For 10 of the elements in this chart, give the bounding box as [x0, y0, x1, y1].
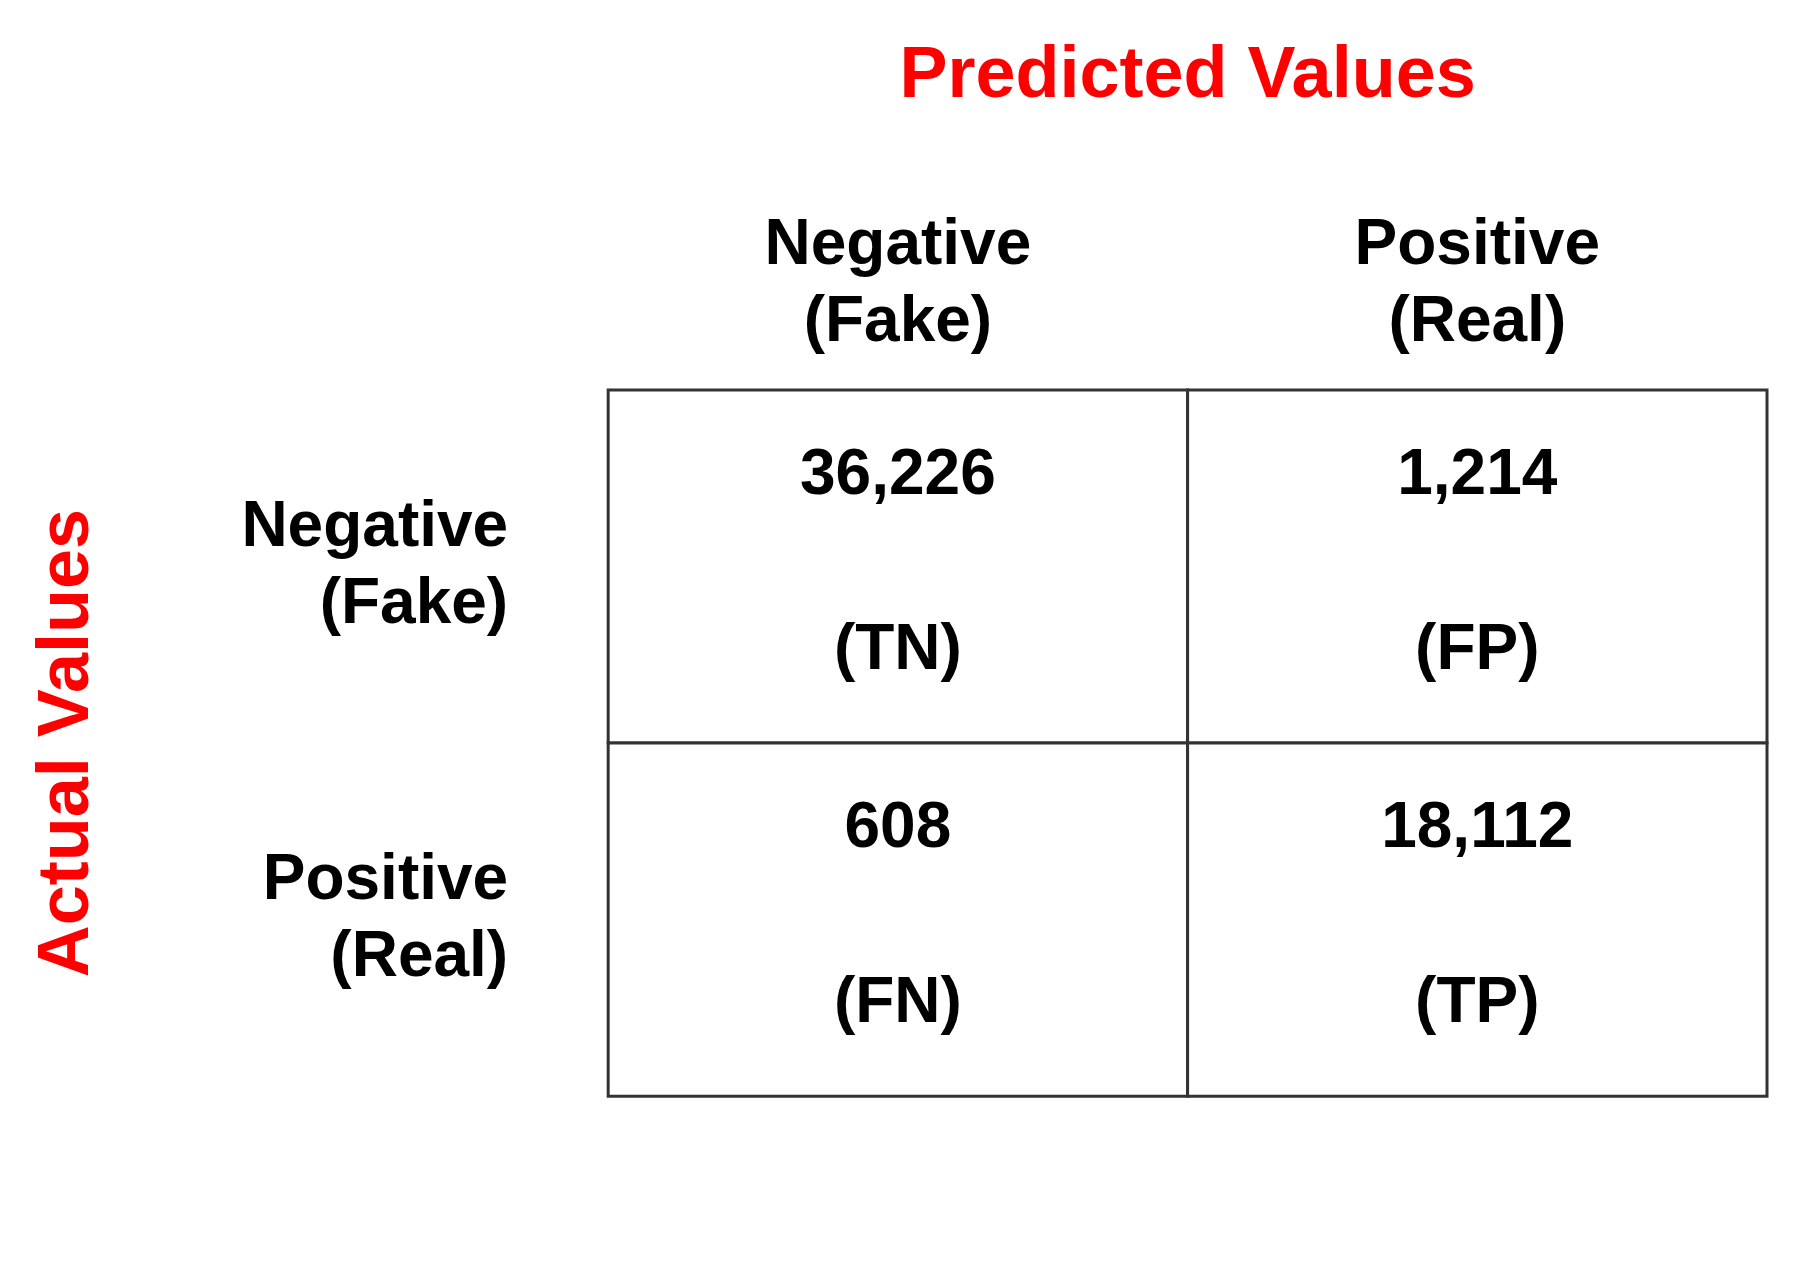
- y-axis-title: Actual Values: [23, 508, 104, 978]
- data-label: 36,226: [800, 436, 996, 509]
- data-label: 1,214: [1397, 436, 1558, 509]
- data-label: 608: [844, 789, 952, 862]
- data-label: 18,112: [1381, 789, 1574, 862]
- x-axis-title: Predicted Values: [899, 32, 1476, 113]
- annotation: (TP): [1415, 964, 1540, 1037]
- annotation: (FN): [833, 964, 962, 1037]
- annotation: (FP): [1415, 611, 1540, 684]
- annotation: (TN): [833, 611, 962, 684]
